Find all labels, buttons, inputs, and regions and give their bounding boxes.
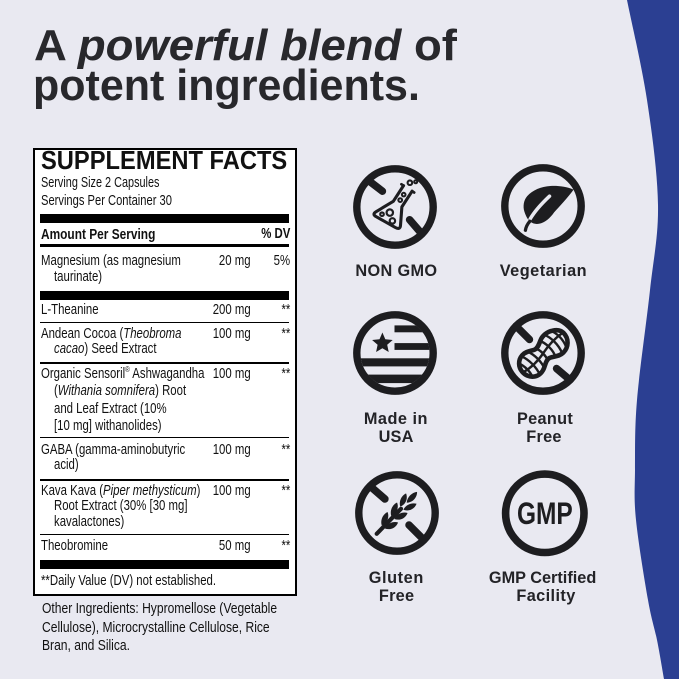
svg-text:GMP: GMP	[516, 496, 572, 530]
